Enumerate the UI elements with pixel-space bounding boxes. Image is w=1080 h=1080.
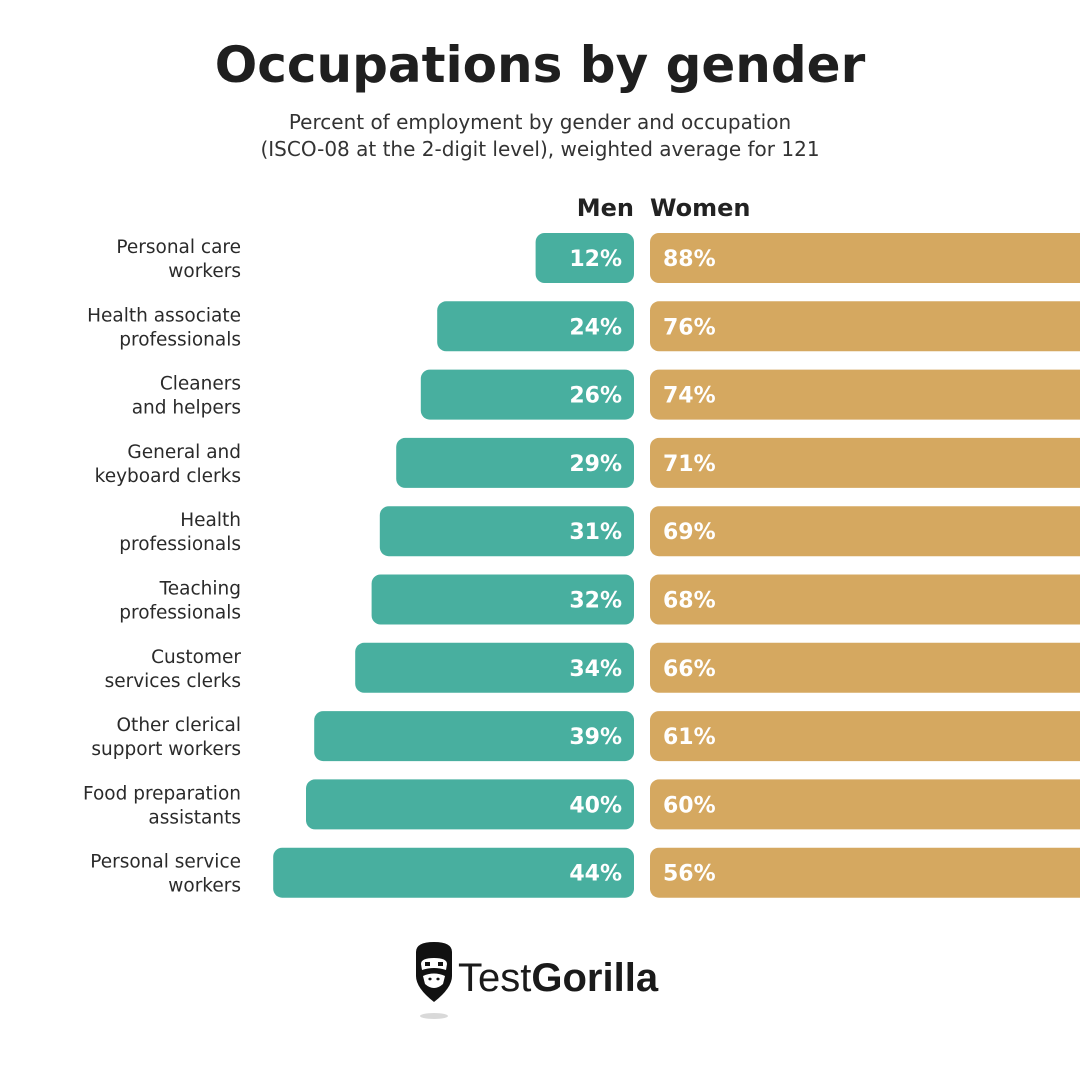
- brand-name: TestGorilla: [458, 956, 658, 1001]
- category-label-5-line-1: professionals: [119, 603, 241, 624]
- category-label-6-line-1: services clerks: [105, 671, 241, 692]
- value-men-6: 34%: [569, 657, 622, 682]
- value-men-9: 44%: [569, 862, 622, 887]
- bar-men-5: [371, 574, 634, 625]
- brand-name-part2: Gorilla: [531, 956, 659, 1000]
- category-label-3-line-1: keyboard clerks: [95, 466, 241, 487]
- bar-men-7: [314, 711, 634, 762]
- bar-men-8: [306, 779, 634, 830]
- value-women-4: 69%: [663, 520, 716, 545]
- brand-name-part1: Test: [458, 956, 532, 1000]
- value-men-8: 40%: [569, 793, 622, 818]
- bar-women-9: [650, 847, 1080, 898]
- value-men-0: 12%: [569, 247, 622, 272]
- bar-women-0: [650, 233, 1080, 283]
- bar-men-3: [396, 437, 634, 488]
- category-label-2-line-0: Cleaners: [160, 374, 241, 395]
- brand-logo: TestGorilla: [410, 938, 680, 1022]
- category-label-8-line-0: Food preparation: [83, 783, 241, 804]
- bar-women-2: [650, 369, 1080, 420]
- legend-women: Women: [650, 194, 750, 222]
- bar-men-6: [355, 642, 634, 693]
- chart-title: Occupations by gender: [214, 36, 866, 94]
- category-label-8-line-1: assistants: [148, 807, 241, 828]
- bar-women-5: [650, 574, 1080, 625]
- category-label-6-line-0: Customer: [151, 647, 241, 668]
- value-men-2: 26%: [569, 384, 622, 409]
- bar-women-4: [650, 506, 1080, 557]
- bar-chart: Men Women Personal care workers 12% 88% Health…: [83, 194, 1080, 898]
- value-men-3: 29%: [569, 452, 622, 477]
- value-men-5: 32%: [569, 589, 622, 614]
- value-women-5: 68%: [663, 589, 716, 614]
- bar-women-3: [650, 437, 1080, 488]
- category-label-2-line-1: and helpers: [132, 398, 241, 419]
- value-women-8: 60%: [663, 793, 716, 818]
- bar-men-4: [379, 506, 634, 557]
- category-label-7-line-1: support workers: [91, 739, 241, 760]
- category-label-0-line-0: Personal care: [116, 237, 241, 258]
- bar-women-6: [650, 642, 1080, 693]
- bar-men-9: [273, 847, 634, 898]
- gorilla-icon: [416, 942, 452, 1019]
- value-men-7: 39%: [569, 725, 622, 750]
- category-label-3-line-0: General and: [127, 442, 241, 463]
- category-label-1-line-0: Health associate: [87, 305, 241, 326]
- value-women-3: 71%: [663, 452, 716, 477]
- value-women-1: 76%: [663, 315, 716, 340]
- bar-women-1: [650, 301, 1080, 352]
- bar-men-1: [437, 301, 634, 352]
- bar-women-7: [650, 711, 1080, 762]
- legend-men: Men: [577, 194, 634, 222]
- value-women-9: 56%: [663, 862, 716, 887]
- category-label-4-line-1: professionals: [119, 534, 241, 555]
- category-label-5-line-0: Teaching: [159, 579, 241, 600]
- bar-men-2: [420, 369, 634, 420]
- value-women-6: 66%: [663, 657, 716, 682]
- value-women-0: 88%: [663, 247, 716, 272]
- bar-men-0: [535, 233, 634, 283]
- category-label-1-line-1: professionals: [119, 329, 241, 350]
- category-label-9-line-0: Personal service: [90, 852, 241, 873]
- value-men-4: 31%: [569, 520, 622, 545]
- value-men-1: 24%: [569, 315, 622, 340]
- category-label-9-line-1: workers: [168, 876, 241, 897]
- chart-subtitle-line-2: (ISCO-08 at the 2-digit level), weighted…: [260, 137, 820, 161]
- category-label-0-line-1: workers: [168, 261, 241, 282]
- category-label-7-line-0: Other clerical: [117, 715, 242, 736]
- value-women-2: 74%: [663, 384, 716, 409]
- value-women-7: 61%: [663, 725, 716, 750]
- category-label-4-line-0: Health: [180, 510, 241, 531]
- chart-subtitle-line-1: Percent of employment by gender and occu…: [288, 110, 792, 134]
- bar-women-8: [650, 779, 1080, 830]
